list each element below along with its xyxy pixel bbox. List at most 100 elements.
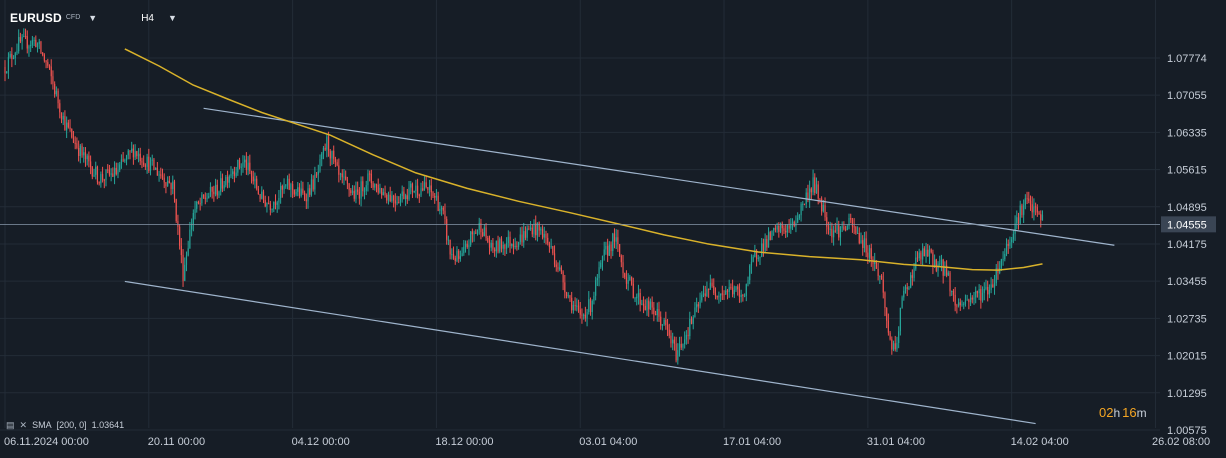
candle-body xyxy=(471,231,473,235)
candle-body xyxy=(992,284,994,288)
candle-body xyxy=(1012,233,1014,240)
candle-body xyxy=(463,246,465,254)
candle-body xyxy=(653,307,655,315)
candle-body xyxy=(887,320,889,333)
candle-body xyxy=(545,233,547,238)
candle-body xyxy=(600,262,602,268)
candle-body xyxy=(48,65,51,67)
candle-body xyxy=(43,55,45,61)
candle-body xyxy=(985,286,987,289)
candle-body xyxy=(896,342,898,350)
candle-body xyxy=(310,179,313,195)
timeframe-selector[interactable]: H4 ▼ xyxy=(141,13,177,24)
candle-body xyxy=(353,190,355,199)
candle-body xyxy=(391,195,393,202)
candle-body xyxy=(499,238,501,252)
candle-body xyxy=(879,275,881,277)
candle-body xyxy=(105,169,107,180)
candle-body xyxy=(220,178,222,192)
candle-body xyxy=(711,282,713,286)
candle-body xyxy=(372,183,374,188)
candle-body xyxy=(619,244,621,256)
candle-body xyxy=(131,148,133,152)
candle-body xyxy=(476,229,479,234)
candle-body xyxy=(687,334,689,337)
candle-body xyxy=(877,268,879,276)
candle-body xyxy=(507,236,509,243)
candle-body xyxy=(521,234,523,243)
candle-body xyxy=(672,339,674,344)
close-icon[interactable]: ✕ xyxy=(19,419,28,430)
candle-body xyxy=(685,334,687,340)
candle-body xyxy=(367,173,369,186)
candle-body xyxy=(754,250,756,257)
candle-body xyxy=(134,151,136,158)
candle-body xyxy=(624,273,626,278)
candle-body xyxy=(124,160,126,162)
candle-body xyxy=(459,256,461,259)
chevron-down-icon[interactable]: ▼ xyxy=(167,13,177,23)
candle-body xyxy=(870,248,872,260)
candle-body xyxy=(607,246,609,256)
candle-body xyxy=(670,335,672,344)
candle-body xyxy=(382,192,384,196)
candle-body xyxy=(492,242,494,250)
candle-body xyxy=(336,162,338,166)
candle-body xyxy=(589,299,592,312)
candle-body xyxy=(531,227,533,235)
candle-body xyxy=(569,295,571,298)
candle-body xyxy=(214,184,217,195)
candle-body xyxy=(1004,254,1006,260)
candle-body xyxy=(30,44,32,47)
candle-body xyxy=(853,226,855,228)
x-tick-label: 20.11 00:00 xyxy=(148,436,205,448)
candle-body xyxy=(136,151,138,157)
candle-body xyxy=(288,178,290,190)
candle-body xyxy=(725,290,727,295)
candle-body xyxy=(595,280,597,296)
candle-body xyxy=(735,286,737,291)
candle-body xyxy=(36,43,39,47)
candle-body xyxy=(259,194,261,199)
candle-body xyxy=(827,226,830,230)
candle-body xyxy=(78,147,80,156)
candle-body xyxy=(930,249,932,253)
candle-body xyxy=(280,185,282,198)
candle-body xyxy=(360,181,362,199)
candle-body xyxy=(514,245,516,248)
candle-body xyxy=(550,246,552,248)
y-tick-label: 1.06335 xyxy=(1167,127,1207,139)
candle-body xyxy=(341,173,343,178)
candle-body xyxy=(778,225,780,232)
candle-body xyxy=(699,300,701,307)
y-tick-label: 1.00575 xyxy=(1167,425,1207,437)
candle-body xyxy=(833,230,835,238)
y-tick-label: 1.02735 xyxy=(1167,313,1207,325)
candle-body xyxy=(860,240,862,244)
y-tick-label: 1.04175 xyxy=(1167,239,1207,251)
candle-body xyxy=(60,112,63,120)
candle-body xyxy=(634,298,636,300)
candle-body xyxy=(761,243,763,257)
candle-body xyxy=(865,238,867,253)
candle-body xyxy=(500,238,503,249)
candle-body xyxy=(497,240,499,252)
candle-body xyxy=(12,57,15,59)
indicator-settings-icon[interactable]: ▤ xyxy=(6,419,15,430)
candle-body xyxy=(886,308,888,321)
chevron-down-icon[interactable]: ▼ xyxy=(88,13,98,23)
candle-body xyxy=(535,223,537,236)
candle-body xyxy=(665,319,667,326)
candle-body xyxy=(446,219,448,240)
candle-body xyxy=(250,171,253,177)
candle-body xyxy=(55,90,57,95)
symbol-selector[interactable]: EURUSD CFD ▼ xyxy=(10,11,97,25)
candle-body xyxy=(728,287,730,292)
candle-body xyxy=(7,57,10,72)
candle-body xyxy=(880,275,883,280)
candle-body xyxy=(663,319,665,325)
candle-body xyxy=(882,279,884,293)
candle-body xyxy=(189,229,191,249)
candle-body xyxy=(1040,214,1042,221)
